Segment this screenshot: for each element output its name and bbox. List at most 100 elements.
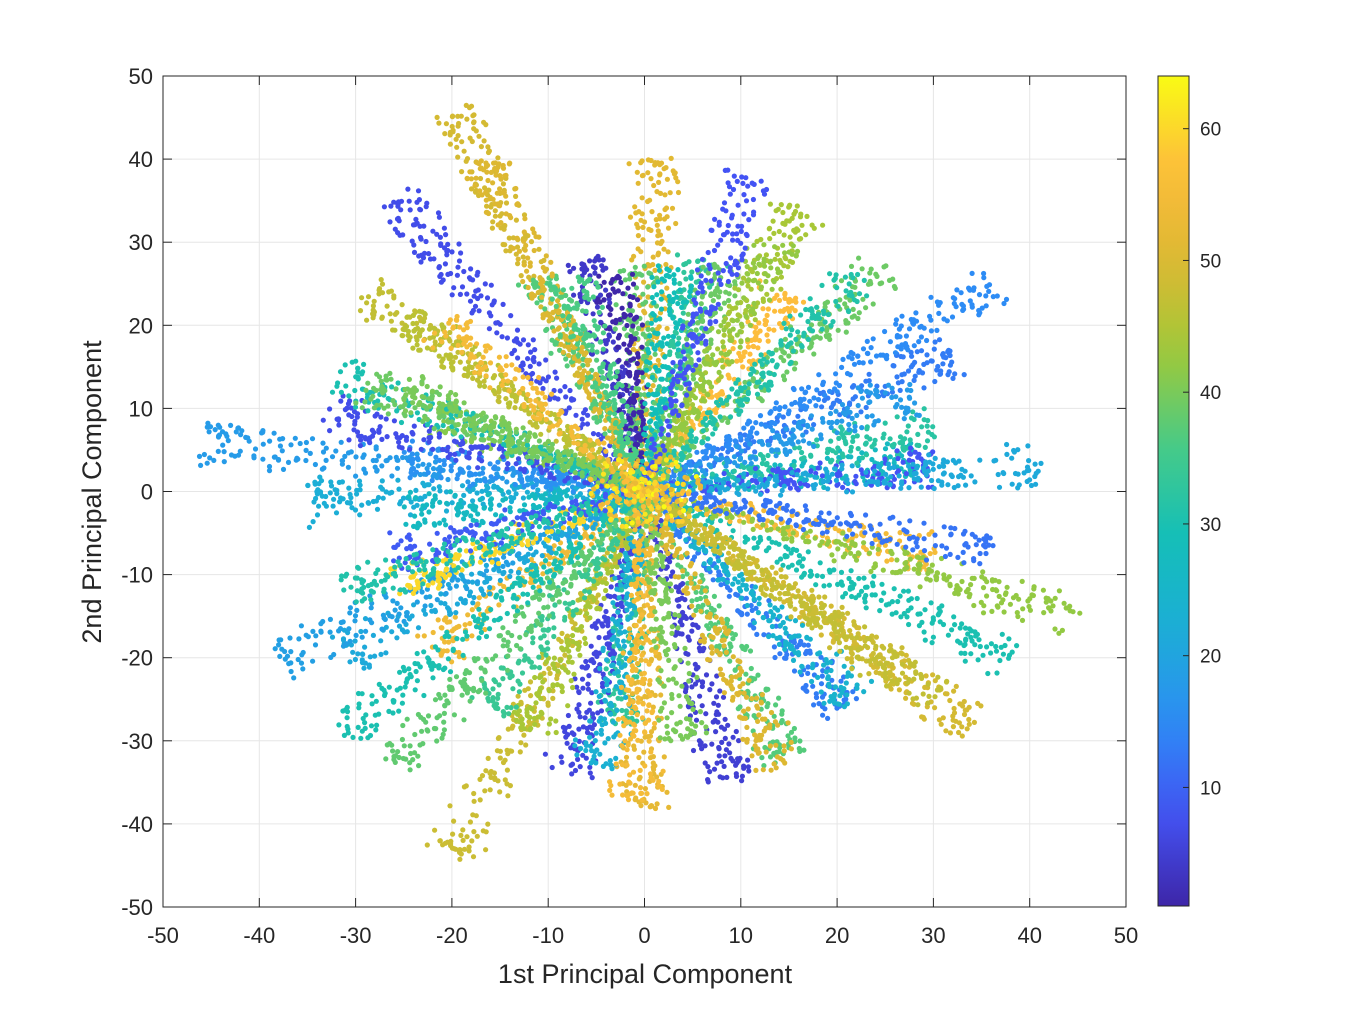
scatter-point — [527, 579, 534, 586]
scatter-point — [697, 648, 703, 654]
scatter-point — [662, 192, 668, 198]
scatter-point — [749, 569, 756, 575]
scatter-point — [580, 724, 587, 730]
scatter-point — [689, 521, 695, 527]
scatter-point — [818, 681, 825, 687]
scatter-point — [768, 609, 774, 615]
scatter-point — [903, 695, 909, 701]
scatter-point — [491, 483, 497, 489]
scatter-point — [766, 598, 772, 604]
scatter-point — [482, 788, 488, 794]
scatter-point — [411, 504, 417, 510]
scatter-point — [689, 684, 695, 690]
scatter-point — [303, 439, 309, 446]
scatter-point — [493, 548, 499, 554]
scatter-point — [260, 428, 266, 434]
scatter-point — [530, 502, 537, 508]
scatter-point — [354, 491, 360, 497]
scatter-point — [888, 557, 895, 563]
scatter-point — [543, 357, 549, 363]
scatter-point — [716, 746, 722, 752]
scatter-point — [441, 617, 447, 623]
scatter-point — [461, 846, 468, 852]
scatter-point — [503, 200, 510, 206]
scatter-point — [434, 114, 440, 120]
scatter-point — [531, 273, 537, 279]
scatter-point — [703, 711, 709, 717]
scatter-point — [761, 763, 767, 769]
scatter-point — [997, 657, 1003, 664]
scatter-point — [711, 766, 718, 772]
scatter-point — [638, 645, 645, 651]
scatter-point — [745, 576, 751, 582]
scatter-point — [590, 431, 597, 437]
scatter-point — [347, 610, 353, 616]
scatter-point — [310, 658, 316, 664]
scatter-point — [483, 562, 489, 569]
scatter-point — [318, 621, 324, 627]
scatter-point — [510, 723, 516, 729]
scatter-point — [471, 594, 477, 601]
scatter-point — [693, 607, 699, 614]
scatter-point — [864, 635, 870, 642]
scatter-point — [471, 829, 477, 835]
scatter-point — [400, 232, 406, 238]
scatter-point — [974, 631, 981, 638]
scatter-point — [445, 271, 451, 277]
scatter-point — [819, 673, 825, 679]
scatter-point — [278, 637, 284, 643]
scatter-point — [458, 851, 464, 857]
scatter-point — [215, 434, 222, 440]
scatter-point — [754, 631, 760, 638]
scatter-point — [821, 700, 827, 706]
scatter-point — [424, 842, 430, 848]
scatter-point — [735, 563, 741, 570]
scatter-point — [376, 453, 382, 459]
scatter-point — [984, 644, 990, 650]
scatter-point — [698, 510, 704, 516]
scatter-point — [769, 564, 775, 570]
scatter-point — [569, 397, 575, 403]
scatter-point — [910, 696, 916, 702]
scatter-point — [844, 692, 850, 698]
scatter-point — [808, 573, 814, 579]
scatter-point — [580, 685, 586, 691]
scatter-point — [682, 597, 688, 603]
scatter-point — [814, 573, 820, 579]
scatter-point — [338, 439, 344, 445]
scatter-point — [799, 663, 805, 669]
scatter-point — [994, 670, 1000, 676]
scatter-point — [419, 496, 425, 502]
scatter-point — [632, 204, 638, 210]
scatter-point — [500, 181, 506, 187]
scatter-point — [711, 593, 718, 600]
scatter-point — [655, 160, 661, 166]
scatter-point — [432, 493, 438, 499]
scatter-point — [474, 579, 481, 585]
scatter-point — [949, 627, 955, 633]
scatter-point — [515, 552, 521, 558]
scatter-point — [449, 500, 455, 506]
scatter-point — [776, 614, 782, 620]
scatter-point — [469, 633, 475, 639]
scatter-point — [899, 661, 906, 667]
scatter-point — [774, 635, 780, 641]
scatter-point — [554, 375, 560, 381]
scatter-point — [333, 448, 339, 454]
scatter-point — [655, 357, 661, 363]
scatter-point — [798, 599, 804, 605]
scatter-point — [849, 666, 855, 672]
scatter-point — [731, 546, 737, 553]
scatter-point — [791, 725, 798, 732]
scatter-point — [908, 605, 914, 611]
scatter-point — [474, 490, 480, 496]
scatter-point — [467, 620, 473, 627]
scatter-point — [370, 498, 376, 505]
scatter-point — [587, 258, 593, 264]
scatter-point — [959, 621, 965, 627]
scatter-point — [486, 148, 492, 154]
scatter-point — [482, 281, 488, 287]
scatter-point — [434, 597, 440, 603]
scatter-point — [871, 656, 877, 662]
scatter-point — [841, 663, 847, 669]
